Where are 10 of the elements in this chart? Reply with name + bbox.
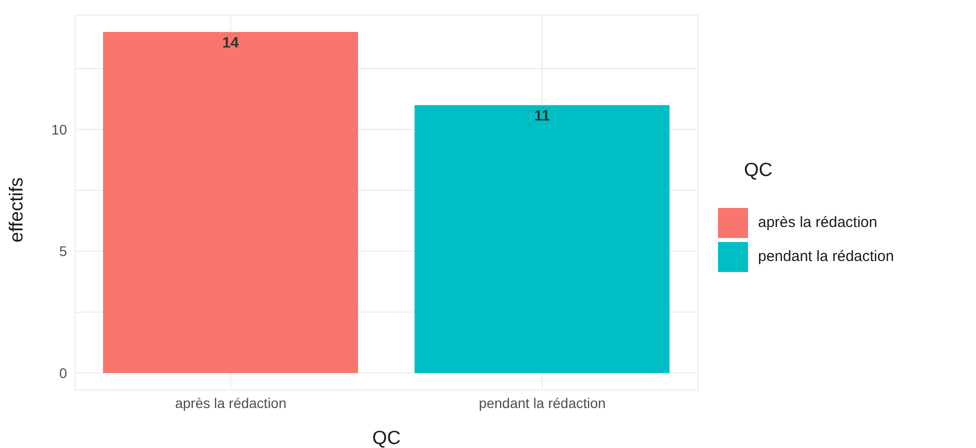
legend-label: pendant la rédaction bbox=[758, 248, 894, 265]
y-axis-title: effectifs bbox=[6, 177, 28, 242]
y-tick-label: 10 bbox=[51, 121, 68, 138]
data-label: 11 bbox=[534, 108, 550, 125]
legend-label: après la rédaction bbox=[758, 214, 878, 231]
legend-title: QC bbox=[744, 160, 772, 182]
x-axis-title: QC bbox=[372, 428, 401, 448]
y-tick-label: 0 bbox=[59, 364, 68, 381]
data-label: 14 bbox=[222, 34, 240, 52]
y-tick-label: 5 bbox=[59, 243, 68, 260]
